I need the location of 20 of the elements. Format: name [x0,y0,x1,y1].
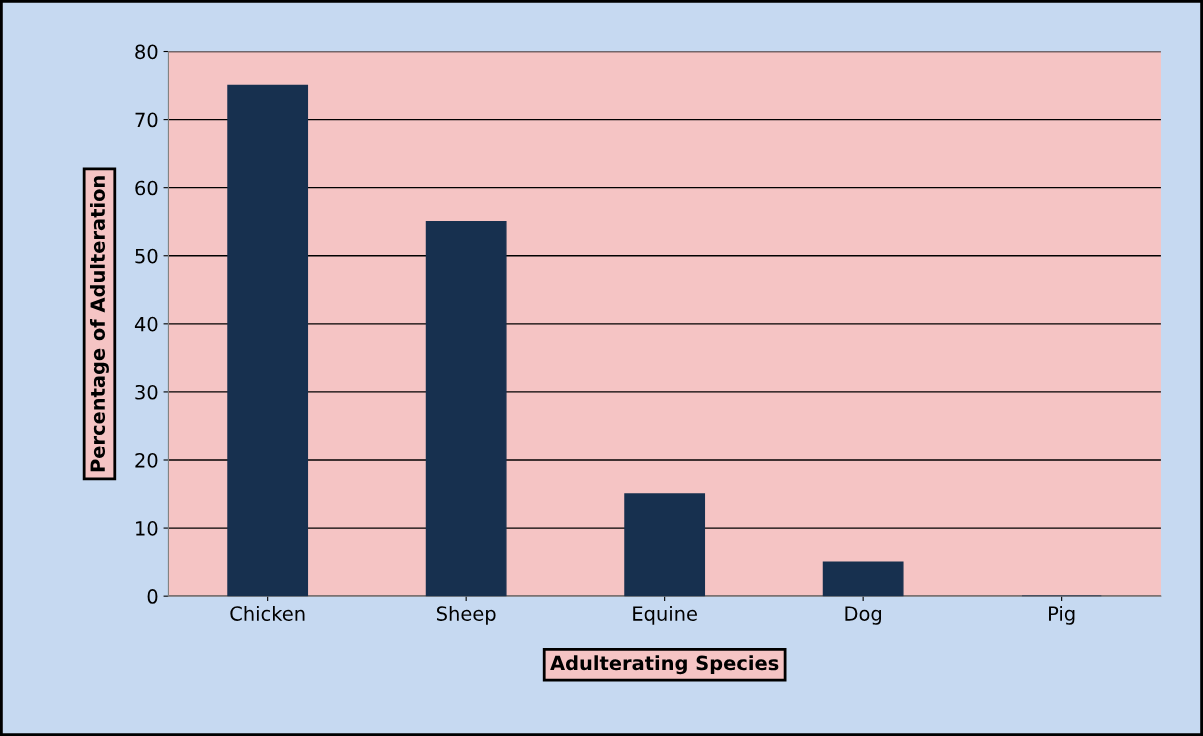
bar [624,493,706,597]
y-tick-label: 40 [134,316,158,332]
y-tick-label: 20 [135,452,158,468]
x-tick-label: Equine [633,605,697,625]
y-tick-label: 0 [147,589,158,604]
x-axis-title: Adulterating Species [550,655,779,675]
x-tick-label: Dog [845,606,881,625]
y-tick-label: 80 [135,44,158,60]
y-axis-title: Percentage of Adulteration [89,176,109,472]
bar [425,221,507,597]
x-tick-label: Sheep [436,605,496,625]
y-tick-label: 30 [135,384,158,400]
bar [822,561,904,597]
y-tick-label: 70 [135,112,158,128]
bar [227,84,309,597]
x-tick-label: Pig [1049,605,1075,625]
y-tick-label: 60 [135,180,158,196]
y-tick-label: 50 [135,248,158,264]
y-tick-label: 10 [136,521,158,536]
x-tick-label: Chicken [230,605,305,621]
